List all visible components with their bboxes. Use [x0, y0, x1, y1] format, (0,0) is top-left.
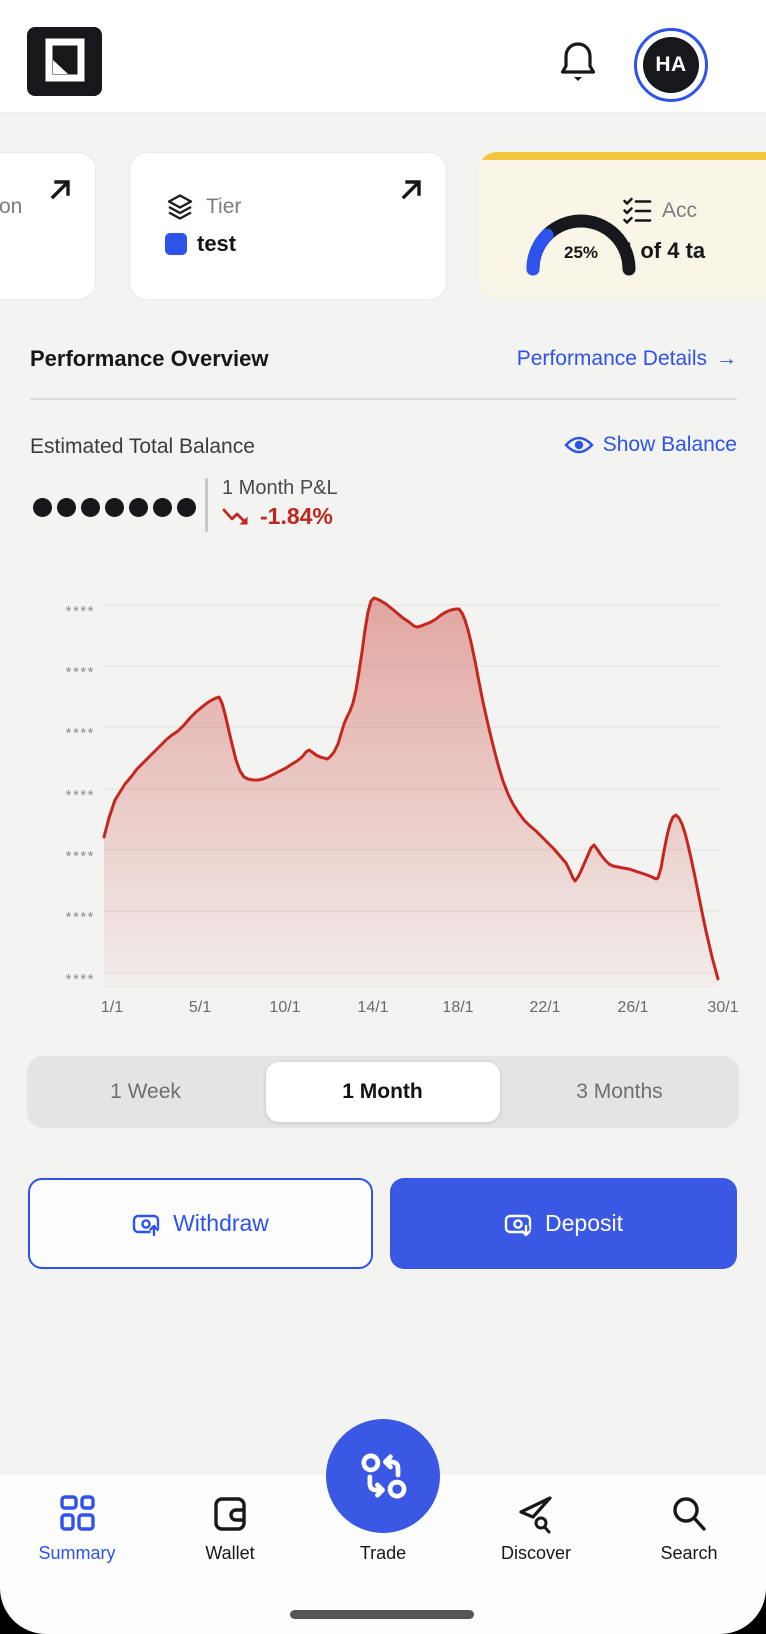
tier-card-label: Tier	[206, 195, 242, 218]
svg-text:30/1: 30/1	[707, 999, 738, 1016]
app-logo	[27, 27, 102, 101]
nav-label-wallet: Wallet	[205, 1543, 255, 1563]
balance-label: Estimated Total Balance	[30, 435, 255, 458]
pl-value-row: -1.84%	[222, 503, 333, 530]
notifications-button[interactable]	[558, 40, 598, 84]
withdraw-label: Withdraw	[173, 1210, 269, 1236]
nav-label-discover: Discover	[500, 1543, 572, 1563]
section-divider	[30, 398, 737, 400]
range-selector: 1 Week 1 Month 3 Months	[27, 1056, 739, 1128]
range-option-1month[interactable]: 1 Month	[342, 1080, 423, 1103]
section-title: Performance Overview	[30, 346, 269, 371]
svg-text:1/1: 1/1	[101, 999, 123, 1016]
tasks-card-title: Acc	[662, 199, 698, 222]
balance-chart-svg: **** **** **** **** **** **** **** 1/1 5/1 10/1 14…	[66, 596, 739, 1016]
masked-dot	[105, 498, 124, 517]
nav-item-search[interactable]: Search	[619, 1475, 759, 1595]
svg-text:10/1: 10/1	[269, 999, 300, 1016]
pl-separator	[205, 478, 208, 532]
arrow-right-icon: →	[716, 347, 737, 370]
dashboard-grid-icon	[60, 1495, 95, 1531]
chart-gridlines: **** **** **** **** **** **** **** 1/1 5/1 10/1 14…	[66, 603, 739, 1016]
nav-item-summary[interactable]: Summary	[7, 1475, 147, 1595]
gauge-progress-arc	[526, 214, 636, 276]
card-verification-partial[interactable]: on	[0, 152, 96, 300]
nav-item-wallet[interactable]: Wallet	[160, 1475, 300, 1595]
svg-text:****: ****	[66, 664, 95, 681]
range-active-pill	[266, 1062, 500, 1122]
nav-label-summary: Summary	[38, 1543, 116, 1563]
show-balance-label: Show Balance	[602, 433, 737, 456]
account-avatar[interactable]: HA	[634, 28, 708, 102]
tasks-progress-gauge: 25%	[519, 207, 643, 279]
svg-text:****: ****	[66, 725, 95, 742]
card-partial-label: on	[0, 195, 23, 218]
nav-item-trade[interactable]: Trade	[313, 1475, 453, 1595]
external-arrow-icon[interactable]	[396, 175, 426, 205]
gauge-percent-label: 25%	[563, 243, 599, 262]
discover-cursor-icon	[519, 1496, 552, 1534]
layers-icon	[167, 194, 193, 220]
tier-color-chip	[165, 233, 187, 255]
eye-icon	[564, 436, 594, 454]
checklist-icon	[623, 197, 652, 224]
wallet-icon	[214, 1497, 246, 1531]
app-header: HA	[0, 0, 766, 113]
svg-text:14/1: 14/1	[357, 999, 388, 1016]
svg-text:18/1: 18/1	[442, 999, 473, 1016]
range-option-1week[interactable]: 1 Week	[110, 1080, 181, 1103]
pl-value: -1.84%	[260, 503, 333, 529]
svg-text:****: ****	[66, 909, 95, 926]
masked-balance-dots	[33, 498, 196, 517]
withdraw-icon	[132, 1214, 160, 1236]
range-option-3months[interactable]: 3 Months	[576, 1080, 663, 1103]
performance-details-label: Performance Details	[516, 347, 707, 370]
masked-dot	[33, 498, 52, 517]
masked-dot	[177, 498, 196, 517]
deposit-icon	[504, 1214, 532, 1236]
masked-dot	[129, 498, 148, 517]
tier-value: test	[197, 231, 237, 256]
svg-text:****: ****	[66, 603, 95, 620]
gauge-icon	[526, 214, 636, 276]
show-balance-button[interactable]: Show Balance	[564, 433, 737, 457]
tasks-accent-bar	[479, 152, 766, 160]
masked-dot	[81, 498, 100, 517]
nav-label-search: Search	[660, 1543, 718, 1563]
svg-text:****: ****	[66, 848, 95, 865]
app-logo-icon	[27, 27, 102, 96]
svg-text:26/1: 26/1	[617, 999, 648, 1016]
withdraw-button[interactable]: Withdraw	[28, 1178, 373, 1269]
card-tier[interactable]: Tier test	[129, 152, 447, 300]
masked-dot	[57, 498, 76, 517]
nav-item-discover[interactable]: Discover	[466, 1475, 606, 1595]
trade-fab-button[interactable]	[326, 1419, 440, 1533]
svg-text:5/1: 5/1	[189, 999, 211, 1016]
card-account-tasks[interactable]: 25% Acc 1 of 4 ta	[479, 152, 766, 300]
svg-text:22/1: 22/1	[529, 999, 560, 1016]
trend-down-icon	[222, 508, 248, 524]
chart-series	[102, 596, 720, 988]
home-indicator[interactable]	[290, 1610, 474, 1619]
performance-details-link[interactable]: Performance Details →	[517, 347, 737, 371]
deposit-button[interactable]: Deposit	[390, 1178, 737, 1269]
svg-text:****: ****	[66, 787, 95, 804]
deposit-label: Deposit	[545, 1210, 623, 1236]
nav-label-trade: Trade	[359, 1543, 407, 1563]
swap-icon	[361, 1453, 407, 1499]
svg-text:****: ****	[66, 971, 95, 988]
bell-icon	[560, 42, 596, 81]
external-arrow-icon[interactable]	[45, 175, 75, 205]
avatar-initials: HA	[643, 37, 699, 93]
masked-dot	[153, 498, 172, 517]
search-icon	[673, 1497, 706, 1531]
tasks-progress-text: 1 of 4 ta	[622, 238, 706, 263]
pl-period-label: 1 Month P&L	[222, 477, 338, 499]
